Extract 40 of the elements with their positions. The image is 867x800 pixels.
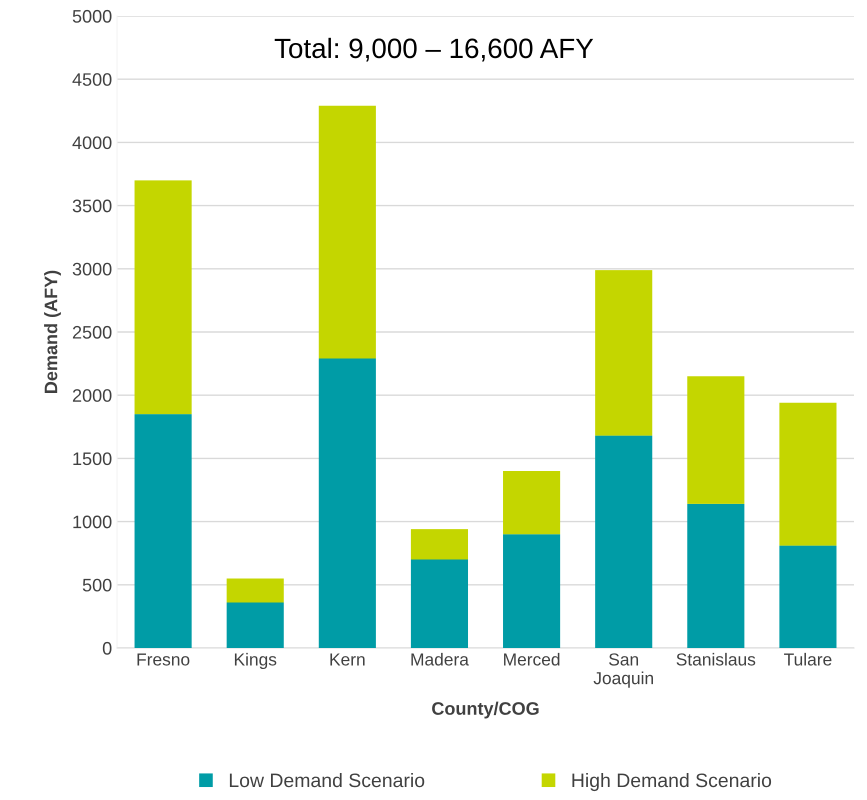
bar: [226, 578, 284, 602]
y-tick-label: 500: [82, 578, 112, 592]
bar: [134, 180, 192, 414]
bar: [410, 560, 468, 648]
bar: [779, 546, 836, 648]
y-tick-label: 4500: [72, 73, 112, 86]
bar: [779, 402, 836, 546]
y-tick-label: 1000: [73, 516, 112, 528]
x-tick-label: Tulare: [784, 652, 832, 666]
y-tick-label: 2000: [72, 389, 112, 402]
x-tick-label: Stanislaus: [676, 652, 756, 666]
x-tick-label: Kern: [330, 654, 365, 666]
x-tick-label: Madera: [411, 652, 469, 666]
y-axis-title: Demand (AFY): [44, 270, 61, 393]
y-tick-label: 4000: [72, 136, 112, 150]
bar: [595, 436, 652, 648]
bar: [318, 358, 376, 648]
bar: [687, 504, 744, 648]
bar: [687, 376, 744, 504]
x-tick-label: Kings: [234, 652, 276, 670]
bar: [134, 414, 192, 648]
y-tick-label: 5000: [72, 10, 112, 23]
y-tick-label: 0: [102, 642, 112, 655]
y-tick-label: 3500: [72, 200, 112, 212]
legend-label: High Demand Scenario: [572, 772, 772, 792]
x-tick-label: Fresno: [138, 654, 190, 666]
bar: [410, 529, 468, 560]
annotation: Total: 9,000 – 16,600 AFY: [274, 38, 594, 62]
bar: [503, 534, 560, 648]
bar: [318, 106, 376, 359]
x-tick-label: Merced: [504, 652, 560, 666]
bar: [226, 602, 284, 648]
y-tick-label: 2500: [72, 326, 112, 339]
legend-label: Low Demand Scenario: [230, 772, 424, 788]
bar: [503, 471, 560, 534]
y-tick-label: 1500: [73, 452, 112, 466]
bar: [595, 270, 652, 436]
x-tick-label: San Joaquin: [594, 653, 653, 688]
y-tick-label: 3000: [72, 262, 112, 276]
x-axis-title: County/COG: [432, 702, 539, 718]
